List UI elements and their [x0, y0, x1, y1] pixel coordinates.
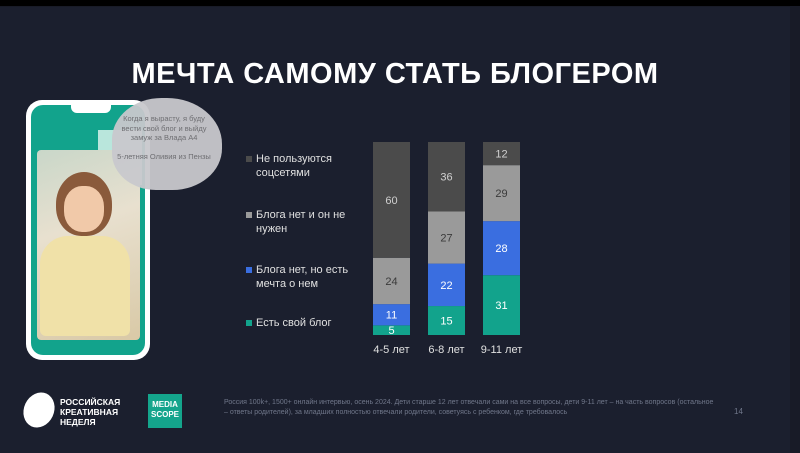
- bar-segment: [483, 221, 520, 276]
- child-sweater: [40, 236, 130, 336]
- category-label: 4-5 лет: [373, 344, 409, 356]
- bar-segment: [428, 263, 465, 307]
- bar-segment: [428, 306, 465, 335]
- legend-swatch: [246, 267, 252, 273]
- bar-segment: [428, 142, 465, 212]
- legend-item: Не пользуются соцсетями: [246, 152, 366, 180]
- legend-label: Есть свой блог: [256, 317, 332, 329]
- legend-item: Есть свой блог: [246, 316, 366, 330]
- data-label: 28: [495, 243, 507, 255]
- data-label: 29: [495, 188, 507, 200]
- data-label: 60: [385, 195, 397, 207]
- data-label: 24: [385, 276, 397, 288]
- quote-text: Когда я вырасту, я буду вести свой блог …: [114, 114, 214, 161]
- legend-swatch: [246, 320, 252, 326]
- legend-label: Блога нет и он не нужен: [256, 209, 346, 235]
- child-face: [64, 186, 104, 232]
- legend-label: Блога нет, но есть мечта о нем: [256, 264, 349, 290]
- bar-segment: [373, 304, 410, 326]
- bar-segment: [373, 142, 410, 258]
- data-label: 31: [495, 300, 507, 312]
- footer-note: Россия 100k+, 1500+ онлайн интервью, осе…: [224, 399, 714, 416]
- legend-item: Блога нет и он не нужен: [246, 208, 366, 236]
- quote: Когда я вырасту, я буду вести свой блог …: [121, 114, 207, 142]
- mediascope-logo: MEDIA SCOPE: [148, 394, 182, 428]
- data-label: 15: [440, 316, 452, 328]
- data-label: 22: [440, 280, 452, 292]
- bar-segment: [373, 257, 410, 305]
- data-label: 12: [495, 149, 507, 161]
- rkn-logo-text: РОССИЙСКАЯ КРЕАТИВНАЯ НЕДЕЛЯ: [60, 397, 121, 427]
- bar-segment: [483, 142, 520, 166]
- data-label: 36: [440, 172, 452, 184]
- legend-item: Блога нет, но есть мечта о нем: [246, 263, 366, 291]
- speech-cloud: [112, 98, 222, 190]
- legend-label: Не пользуются соцсетями: [256, 153, 332, 179]
- data-label: 11: [386, 310, 397, 322]
- legend-swatch: [246, 212, 252, 218]
- legend-swatch: [246, 156, 252, 162]
- bar-segment: [373, 325, 410, 335]
- page-number: 14: [734, 407, 743, 416]
- bar-segment: [483, 165, 520, 222]
- bar-segment: [428, 211, 465, 264]
- data-label: 27: [440, 233, 452, 245]
- quote-author: 5-летняя Оливия из Пензы: [117, 151, 211, 161]
- bar-segment: [483, 275, 520, 335]
- window-top-bar: [0, 0, 800, 6]
- category-label: 9-11 лет: [481, 344, 522, 356]
- slide-title: МЕЧТА САМОМУ СТАТЬ БЛОГЕРОМ: [131, 58, 659, 90]
- category-label: 6-8 лет: [428, 344, 464, 356]
- data-label: 5: [388, 325, 394, 337]
